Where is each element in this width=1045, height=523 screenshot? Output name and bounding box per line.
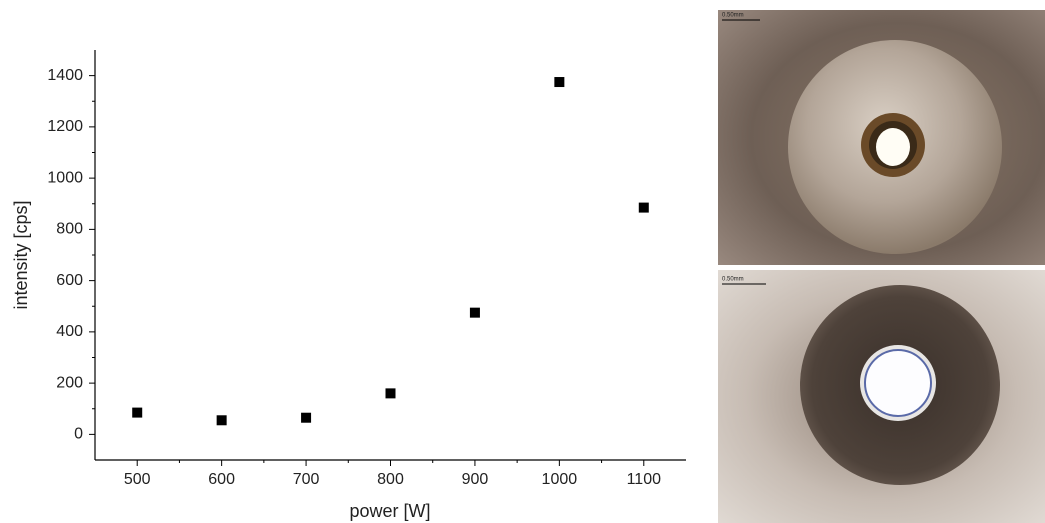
- x-axis-title: power [W]: [349, 501, 430, 521]
- x-tick-label: 700: [293, 471, 320, 488]
- y-tick-label: 800: [56, 221, 83, 238]
- scale-label: 0.50mm: [722, 277, 744, 283]
- y-tick-label: 400: [56, 323, 83, 340]
- x-tick-label: 1000: [542, 471, 578, 488]
- data-point: [554, 77, 565, 88]
- y-tick-label: 0: [74, 426, 83, 443]
- data-point: [385, 388, 396, 399]
- x-tick-label: 900: [462, 471, 489, 488]
- y-tick-label: 1200: [47, 118, 83, 135]
- y-tick-label: 200: [56, 374, 83, 391]
- scale-label: 0.50mm: [722, 13, 744, 19]
- data-point: [301, 412, 312, 423]
- y-tick-label: 1000: [47, 169, 83, 186]
- data-point: [216, 415, 227, 426]
- x-tick-label: 1100: [627, 471, 662, 488]
- x-tick-label: 500: [124, 471, 151, 488]
- data-point: [469, 307, 480, 318]
- x-tick-label: 600: [208, 471, 235, 488]
- data-point: [132, 407, 143, 418]
- micrograph-top: 0.50mm: [718, 10, 1045, 265]
- y-axis-title: intensity [cps]: [11, 200, 31, 309]
- y-tick-label: 1400: [47, 67, 83, 84]
- micrograph-bottom: 0.50mm: [718, 270, 1045, 523]
- x-tick-label: 800: [377, 471, 404, 488]
- y-tick-label: 600: [56, 272, 83, 289]
- data-point: [638, 202, 649, 213]
